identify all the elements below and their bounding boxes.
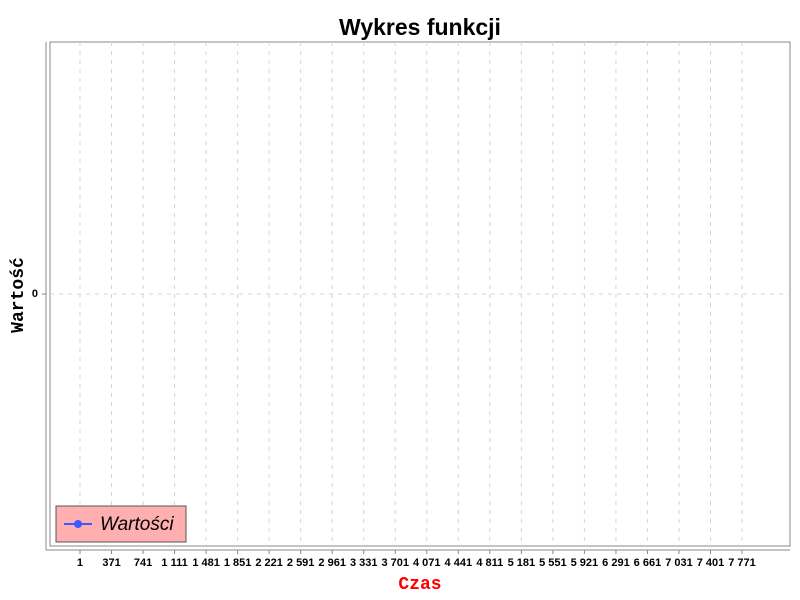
x-tick-label: 7 401 (697, 557, 725, 569)
x-tick-label: 4 811 (476, 557, 503, 569)
x-tick-label: 2 961 (318, 557, 346, 569)
x-tick-label: 1 481 (192, 557, 220, 569)
x-tick-label: 1 111 (161, 557, 187, 569)
x-tick-label: 4 441 (445, 557, 473, 569)
x-tick-label: 3 331 (350, 557, 378, 569)
x-tick-label: 4 071 (413, 557, 441, 569)
legend-label: Wartości (100, 514, 174, 535)
y-axis-label: Wartość (9, 257, 29, 333)
x-tick-label: 371 (102, 557, 120, 569)
x-axis-label: Czas (398, 575, 441, 595)
x-tick-label: 1 (77, 557, 83, 569)
legend: Wartości (55, 505, 187, 543)
x-tick-label: 5 551 (539, 557, 567, 569)
y-tick-label: 0 (32, 288, 38, 300)
x-tick-label: 7 771 (728, 557, 756, 569)
legend-swatch-marker (74, 520, 82, 528)
x-tick-label: 2 591 (287, 557, 315, 569)
x-tick-label: 6 661 (634, 557, 662, 569)
x-tick-label: 6 291 (602, 557, 630, 569)
x-tick-label: 1 851 (224, 557, 252, 569)
x-tick-label: 3 701 (381, 557, 409, 569)
x-tick-label: 5 921 (571, 557, 599, 569)
x-tick-label: 5 181 (508, 557, 536, 569)
x-tick-label: 7 031 (665, 557, 693, 569)
x-tick-label: 2 221 (255, 557, 283, 569)
x-tick-label: 741 (134, 557, 152, 569)
chart-title: Wykres funkcji (339, 14, 501, 40)
